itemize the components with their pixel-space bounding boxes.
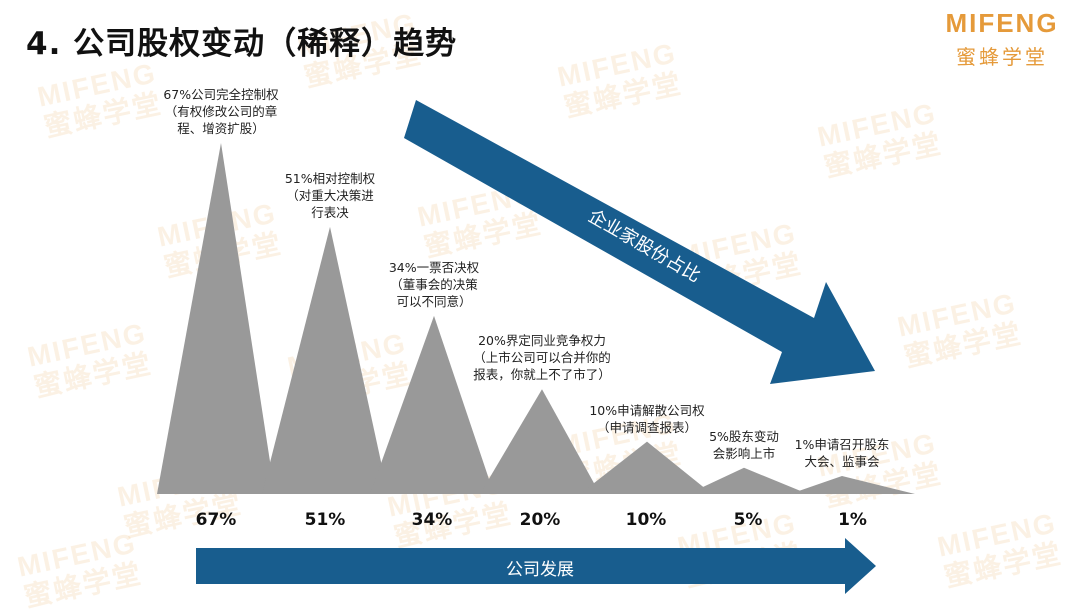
annotation-line: （对重大决策进	[286, 187, 374, 203]
peak-annotation: 5%股东变动 会影响上市	[709, 428, 779, 462]
annotation-line: 可以不同意）	[396, 293, 472, 309]
percent-label: 34%	[411, 510, 453, 530]
logo-text-cn: 蜜蜂学堂	[956, 45, 1048, 69]
peak-34pct	[370, 315, 494, 494]
peak-10pct	[580, 441, 712, 494]
annotation-line: （上市公司可以合并你的	[473, 350, 611, 366]
peak-51pct	[262, 226, 388, 494]
annotation-line: （董事会的决策	[390, 276, 478, 292]
percent-label: 1%	[838, 510, 867, 530]
peak-annotation: 10%申请解散公司权 （申请调查报表）	[589, 402, 704, 436]
percent-label: 51%	[304, 510, 346, 530]
annotation-line: （有权修改公司的章	[164, 104, 278, 119]
annotation-line: 67%公司完全控制权	[163, 87, 279, 102]
annotation-line: （申请调查报表）	[596, 419, 698, 435]
percent-label: 67%	[195, 510, 237, 530]
annotation-line: 1%申请召开股东	[794, 437, 890, 452]
annotation-line: 51%相对控制权	[284, 170, 376, 186]
annotation-line: 5%股东变动	[709, 428, 779, 444]
growth-arrow	[196, 538, 876, 594]
percent-label: 20%	[519, 510, 561, 530]
growth-arrow-label: 公司发展	[506, 560, 574, 580]
annotation-line: 程、增资扩股）	[177, 121, 265, 136]
peak-1pct	[790, 476, 915, 494]
peak-5pct	[688, 467, 808, 494]
logo: MIFENG 蜜蜂学堂	[942, 8, 1062, 70]
share-arrow	[404, 100, 875, 384]
peak-annotation: 34%一票否决权 （董事会的决策 可以不同意）	[389, 259, 479, 310]
peak-20pct	[480, 389, 600, 494]
peak-annotation: 20%界定同业竞争权力 （上市公司可以合并你的 报表，你就上不了市了）	[473, 332, 611, 383]
annotation-line: 大会、监事会	[804, 454, 880, 469]
annotation-line: 10%申请解散公司权	[589, 402, 705, 418]
peak-annotation: 51%相对控制权 （对重大决策进 行表决	[285, 170, 375, 221]
logo-text-en: MIFENG	[945, 8, 1059, 38]
peak-annotation: 1%申请召开股东 大会、监事会	[795, 436, 890, 470]
percent-label: 10%	[625, 510, 667, 530]
peak-annotation: 67%公司完全控制权 （有权修改公司的章 程、增资扩股）	[163, 86, 278, 137]
annotation-line: 行表决	[311, 204, 349, 220]
annotation-line: 20%界定同业竞争权力	[478, 333, 606, 349]
annotation-line: 34%一票否决权	[388, 259, 480, 275]
page-title: 4. 公司股权变动（稀释）趋势	[26, 26, 458, 62]
annotation-line: 报表，你就上不了市了）	[473, 367, 611, 383]
peak-67pct	[157, 143, 275, 494]
peaks-group	[157, 143, 915, 494]
annotation-line: 会影响上市	[712, 445, 776, 461]
percent-label: 5%	[733, 510, 763, 530]
